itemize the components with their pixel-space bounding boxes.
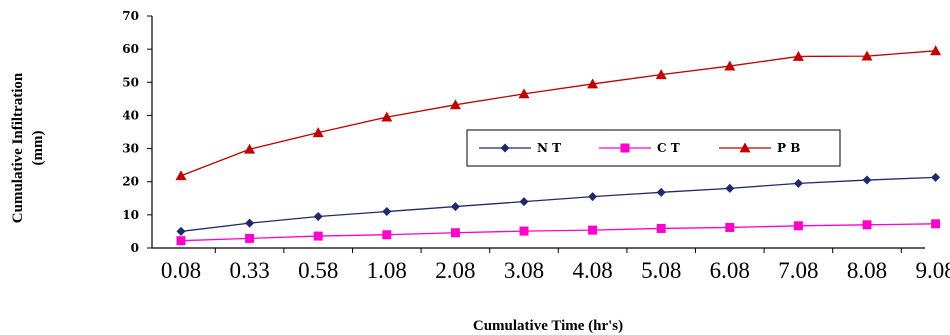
y-tick-label: 60 xyxy=(122,42,139,56)
data-point-pb xyxy=(792,50,804,61)
legend-label-ct: C T xyxy=(657,141,680,155)
data-point-nt xyxy=(382,207,392,217)
data-point-pb xyxy=(724,60,736,71)
data-point-ct xyxy=(862,220,872,230)
series-nt xyxy=(176,172,941,236)
plot-area: 0 10 20 30 40 50 60 70 0.08 0.33 0.58 1.08 2.08 3.08 4… xyxy=(122,9,950,283)
x-axis-title: Cumulative Time (hr's) xyxy=(473,318,623,334)
data-point-ct xyxy=(382,230,392,240)
data-point-ct xyxy=(245,233,255,243)
y-tick-label: 10 xyxy=(122,208,139,222)
data-point-pb xyxy=(175,170,187,181)
data-point-nt xyxy=(793,178,803,188)
y-axis-title: Cumulative Infiltration (mm) xyxy=(10,72,46,223)
data-point-nt xyxy=(931,172,941,182)
legend-marker-pb xyxy=(739,142,751,153)
data-point-ct xyxy=(656,223,666,233)
x-tick-label: 0.58 xyxy=(298,258,338,283)
x-tick-label: 7.08 xyxy=(778,258,818,283)
y-tick-label: 50 xyxy=(122,75,139,89)
data-point-ct xyxy=(176,236,186,246)
x-tick-label: 2.08 xyxy=(435,258,475,283)
x-tick-label: 4.08 xyxy=(572,258,612,283)
data-point-pb xyxy=(861,50,873,61)
data-point-ct xyxy=(450,228,460,238)
data-point-nt xyxy=(313,212,323,222)
y-tick-label: 70 xyxy=(122,9,139,23)
data-point-nt xyxy=(588,192,598,202)
data-point-pb xyxy=(930,45,942,56)
legend-marker-nt xyxy=(500,143,510,153)
data-point-pb xyxy=(312,127,324,138)
data-point-ct xyxy=(793,221,803,231)
legend-label-nt: N T xyxy=(537,141,561,155)
data-point-pb xyxy=(518,88,530,99)
data-point-ct xyxy=(313,231,323,241)
data-point-nt xyxy=(245,218,255,228)
x-tick-label: 0.33 xyxy=(229,258,269,283)
y-axis-title-line2: (mm) xyxy=(30,131,46,166)
x-tick-label: 3.08 xyxy=(504,258,544,283)
y-tick-label: 20 xyxy=(122,175,139,189)
y-axis-title-line1: Cumulative Infiltration xyxy=(10,72,26,223)
x-tick-label: 5.08 xyxy=(641,258,681,283)
y-tick-label: 0 xyxy=(131,241,139,255)
data-point-ct xyxy=(725,222,735,232)
x-tick-label: 1.08 xyxy=(367,258,407,283)
data-point-ct xyxy=(931,219,941,229)
x-tick-label: 8.08 xyxy=(847,258,887,283)
data-point-pb xyxy=(244,143,256,154)
y-tick-label: 30 xyxy=(122,142,139,156)
series-ct xyxy=(176,219,941,246)
data-point-pb xyxy=(381,111,393,122)
data-point-nt xyxy=(176,226,186,236)
x-tick-label: 6.08 xyxy=(710,258,750,283)
legend-marker-ct xyxy=(620,143,630,153)
data-point-nt xyxy=(450,202,460,212)
data-point-nt xyxy=(862,175,872,185)
data-point-nt xyxy=(725,183,735,193)
data-point-ct xyxy=(519,226,529,236)
data-point-pb xyxy=(587,78,599,89)
y-tick-label: 40 xyxy=(122,108,139,122)
data-point-pb xyxy=(449,99,461,110)
series-line-pb xyxy=(180,50,936,177)
x-tick-label: 9.08 xyxy=(915,258,950,283)
data-point-pb xyxy=(655,69,667,80)
series-line-ct xyxy=(180,223,936,242)
data-point-ct xyxy=(588,225,598,235)
x-tick-label: 0.08 xyxy=(161,258,201,283)
data-point-nt xyxy=(656,187,666,197)
data-point-nt xyxy=(519,197,529,207)
series-line-nt xyxy=(180,176,936,233)
series-pb xyxy=(175,45,942,181)
legend-label-pb: P B xyxy=(777,141,800,155)
